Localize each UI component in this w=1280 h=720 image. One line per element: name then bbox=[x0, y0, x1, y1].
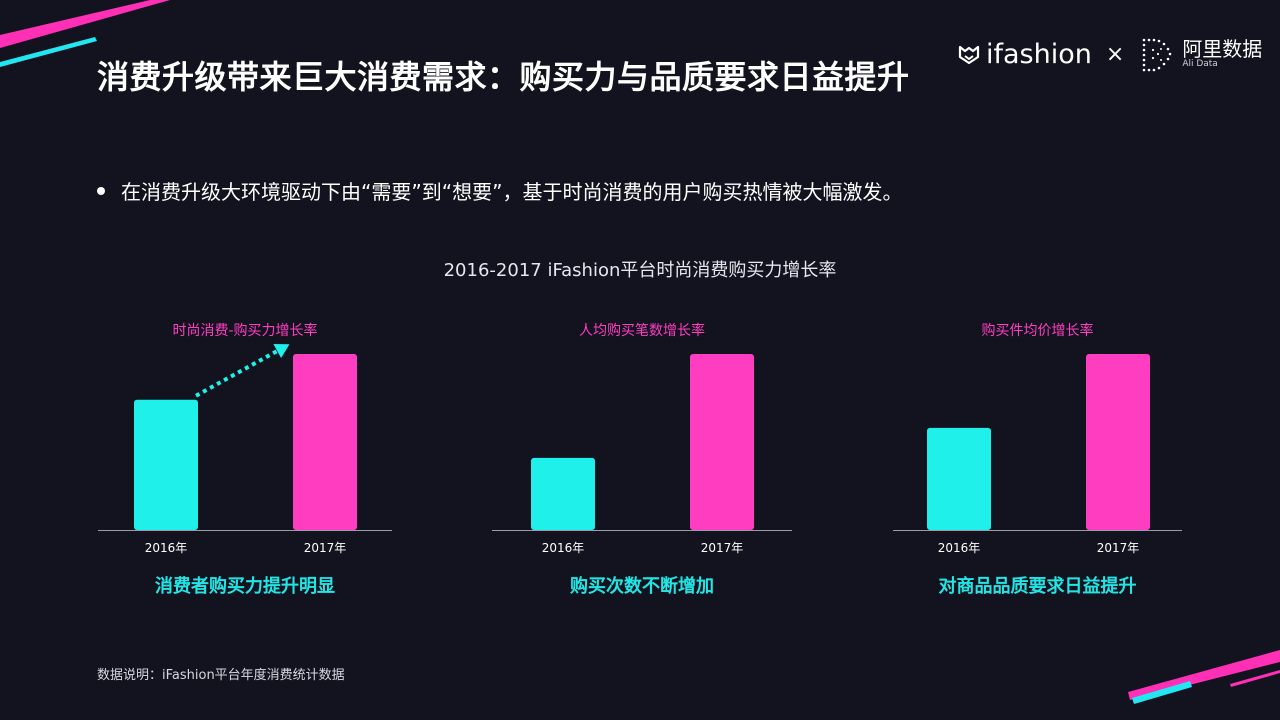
bar-2016 bbox=[134, 399, 198, 530]
partner-name-cn: 阿里数据 bbox=[1182, 36, 1263, 61]
panel-caption: 消费者购买力提升明显 bbox=[155, 575, 335, 597]
stripe-top-pink bbox=[0, 0, 170, 48]
brand-name: ifashion bbox=[986, 38, 1092, 70]
tick-label: 2016年 bbox=[938, 541, 981, 555]
bullet-dot bbox=[97, 186, 105, 195]
bullet-text: 在消费升级大环境驱动下由“需要”到“想要”，基于时尚消费的用户购买热情被大幅激发… bbox=[121, 180, 903, 204]
tick-label: 2017年 bbox=[304, 541, 347, 555]
footnote: 数据说明：iFashion平台年度消费统计数据 bbox=[97, 668, 345, 683]
panel-caption: 对商品品质要求日益提升 bbox=[939, 575, 1137, 597]
stripe-top-cyan bbox=[0, 37, 97, 67]
page-title: 消费升级带来巨大消费需求：购买力与品质要求日益提升 bbox=[97, 58, 910, 96]
brand-lockup: ifashion × 阿里数据 Ali Data bbox=[958, 34, 1262, 74]
tick-label: 2017年 bbox=[1097, 541, 1140, 555]
panel-label: 购买件均价增长率 bbox=[982, 322, 1094, 339]
bar-2016 bbox=[531, 457, 595, 530]
ifashion-logo-icon bbox=[958, 45, 980, 64]
panel-label: 时尚消费-购买力增长率 bbox=[172, 322, 317, 339]
panel-caption: 购买次数不断增加 bbox=[570, 575, 714, 597]
bar-2017 bbox=[690, 354, 754, 530]
bar-2017 bbox=[1086, 354, 1150, 530]
tick-label: 2016年 bbox=[542, 541, 585, 555]
tick-label: 2016年 bbox=[145, 541, 188, 555]
partner-name: 阿里数据 Ali Data bbox=[1182, 39, 1262, 70]
bar-2016 bbox=[927, 427, 991, 530]
trend-arrow-line bbox=[195, 348, 280, 398]
partner-name-en: Ali Data bbox=[1182, 58, 1218, 69]
stripe-top-pink-2 bbox=[40, 10, 112, 33]
panel-label: 人均购买笔数增长率 bbox=[579, 322, 705, 339]
tick-label: 2017年 bbox=[701, 541, 744, 555]
chart-title: 2016-2017 iFashion平台时尚消费购买力增长率 bbox=[443, 260, 837, 281]
bullet-point: 在消费升级大环境驱动下由“需要”到“想要”，基于时尚消费的用户购买热情被大幅激发… bbox=[97, 176, 902, 205]
bar-2017 bbox=[293, 354, 357, 530]
stripe-bottom-pink bbox=[1128, 650, 1280, 700]
stripe-bottom-cyan bbox=[1132, 681, 1192, 704]
ali-data-logo-icon bbox=[1143, 38, 1172, 72]
brand-separator: × bbox=[1105, 41, 1125, 67]
trend-arrow-icon bbox=[273, 343, 290, 358]
stripe-bottom-pink-2 bbox=[1230, 670, 1280, 687]
